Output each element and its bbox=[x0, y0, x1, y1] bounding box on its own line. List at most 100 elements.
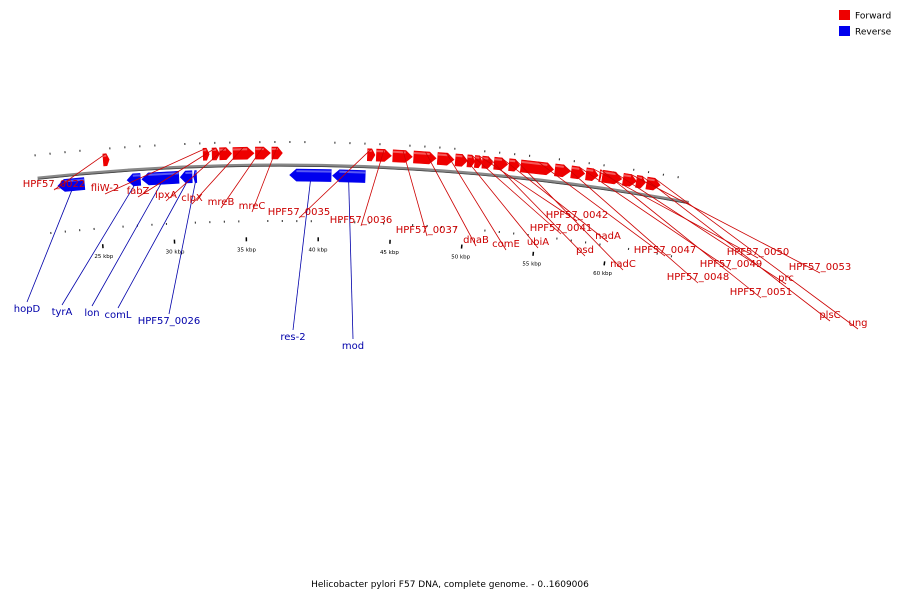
gene-highlight bbox=[339, 170, 366, 174]
gene-highlight bbox=[647, 178, 655, 182]
gene-leader-line bbox=[461, 154, 539, 249]
gene-leader-line bbox=[487, 156, 586, 257]
gene-label-HPF57_0047: HPF57_0047 bbox=[634, 245, 696, 256]
gene-leader-line bbox=[53, 153, 107, 191]
gene-label-nadA: nadA bbox=[595, 231, 621, 242]
gene-highlight bbox=[586, 168, 594, 172]
gene-label-ubiA: ubiA bbox=[527, 237, 549, 248]
scale-tick-label: 45 kbp bbox=[380, 250, 399, 256]
gene-highlight bbox=[555, 164, 564, 168]
gene-leader-line bbox=[445, 152, 507, 251]
gene-highlight bbox=[623, 174, 632, 178]
gene-highlight bbox=[455, 154, 463, 158]
genome-backbone bbox=[37, 163, 690, 205]
gene-label-lpxA: lpxA bbox=[155, 190, 177, 201]
legend-forward-label: Forward bbox=[855, 12, 891, 22]
gene-leader-line bbox=[478, 155, 578, 222]
gene-label-tyrA: tyrA bbox=[52, 307, 73, 318]
gene-label-HPF57_0036: HPF57_0036 bbox=[330, 215, 392, 226]
gene-label-HPF57_0041: HPF57_0041 bbox=[530, 223, 592, 234]
gene-arrow-HPF57_0035 bbox=[366, 148, 376, 162]
gene-arrow-nadC bbox=[508, 158, 520, 172]
gene-leader-line bbox=[348, 182, 354, 340]
scale-tick-label: 60 kbp bbox=[593, 271, 612, 277]
legend-reverse-swatch bbox=[839, 26, 850, 36]
gene-leader-line bbox=[165, 147, 226, 202]
gene-arrow-HPF57_0036 bbox=[375, 148, 392, 162]
gene-leader-line bbox=[592, 168, 759, 259]
gene-label-mreC: mreC bbox=[239, 201, 266, 212]
gene-leader-line bbox=[104, 147, 207, 195]
gene-label-fabZ: fabZ bbox=[127, 186, 150, 197]
legend-reverse-label: Reverse bbox=[855, 28, 892, 38]
gene-highlight bbox=[494, 158, 503, 161]
gene-leader-line bbox=[61, 185, 135, 306]
gene-label-HPF57_0050: HPF57_0050 bbox=[727, 247, 789, 258]
gene-label-lon: lon bbox=[84, 308, 99, 319]
gene-leader-line bbox=[251, 146, 278, 213]
scale-ticks: 25 kbp 30 kbp 35 kbp 40 kbp 45 kbp 50 kbp 55 k… bbox=[34, 141, 679, 277]
scale-tick-label: 50 kbp bbox=[451, 255, 470, 261]
gene-label-prc: prc bbox=[778, 273, 794, 284]
scale-tick-label: 55 kbp bbox=[522, 262, 541, 268]
gene-arrow-mreC bbox=[271, 146, 283, 160]
gene-arrow-comE bbox=[436, 152, 455, 166]
gene-label-fliW-2: fliW-2 bbox=[91, 183, 120, 194]
gene-label-comL: comL bbox=[105, 310, 132, 321]
gene-label-HPF57_0035: HPF57_0035 bbox=[268, 207, 330, 218]
gene-labels: hopD HPF57_0022 tyrA lon comL HPF57_0026 fliW-… bbox=[14, 146, 868, 352]
gene-label-dnaB: dnaB bbox=[463, 235, 489, 246]
gene-arrow-mod bbox=[332, 169, 366, 183]
gene-leader-line bbox=[292, 181, 311, 331]
legend-forward-swatch bbox=[839, 10, 850, 20]
scale-tick-label: 35 kbp bbox=[237, 247, 256, 253]
gene-arrow-res-2 bbox=[289, 168, 332, 182]
gene-arrow-HPF57_0041 bbox=[466, 154, 476, 168]
gene-arrow-clpX bbox=[232, 146, 255, 160]
scale-tick-label: 25 kbp bbox=[94, 254, 113, 260]
gene-arrow-HPF57_0047 bbox=[519, 159, 555, 176]
gene-highlight bbox=[509, 159, 516, 163]
scale-tick-label: 40 kbp bbox=[309, 247, 328, 253]
gene-label-comE: comE bbox=[492, 239, 520, 250]
gene-label-nadC: nadC bbox=[610, 259, 636, 270]
gene-arrow-HPF57_0042 bbox=[473, 155, 483, 169]
gene-arrow-mreB bbox=[255, 146, 271, 160]
gene-arrow-HPF57_0053 bbox=[621, 172, 637, 187]
gene-label-HPF57_0051: HPF57_0051 bbox=[730, 287, 792, 298]
gene-label-HPF57_0022: HPF57_0022 bbox=[23, 179, 85, 190]
gene-arrow-hopD bbox=[57, 177, 86, 192]
gene-highlight bbox=[521, 160, 548, 166]
gene-leader-line bbox=[563, 164, 699, 284]
gene-leader-line bbox=[298, 148, 372, 219]
gene-label-HPF57_0048: HPF57_0048 bbox=[667, 272, 729, 283]
genome-caption: Helicobacter pylori F57 DNA, complete ge… bbox=[311, 580, 589, 590]
gene-arrow-HPF57_0049 bbox=[570, 165, 586, 180]
gene-label-mod: mod bbox=[342, 341, 364, 352]
gene-leader-line bbox=[471, 154, 562, 235]
gene-leader-line bbox=[424, 151, 477, 247]
gene-label-psd: psd bbox=[576, 245, 594, 256]
gene-label-mreB: mreB bbox=[208, 197, 235, 208]
gene-label-HPF57_0026: HPF57_0026 bbox=[138, 316, 200, 327]
gene-leader-line bbox=[641, 175, 831, 322]
gene-leader-line bbox=[514, 158, 624, 271]
gene-label-plsC: plsC bbox=[819, 310, 840, 321]
gene-label-ung: ung bbox=[848, 318, 867, 329]
major-tick bbox=[603, 261, 606, 266]
gene-label-HPF57_0037: HPF57_0037 bbox=[396, 225, 458, 236]
gene-label-HPF57_0042: HPF57_0042 bbox=[546, 210, 608, 221]
gene-leader-line bbox=[578, 166, 732, 271]
gene-arrow-HPF57_0037 bbox=[392, 149, 413, 163]
gene-highlight bbox=[571, 166, 580, 170]
gene-label-HPF57_0053: HPF57_0053 bbox=[789, 262, 851, 273]
legend: Forward Reverse bbox=[839, 10, 892, 38]
gene-leader-line bbox=[91, 184, 162, 307]
gene-leader-line bbox=[191, 147, 244, 205]
gene-highlight bbox=[296, 170, 332, 173]
gene-label-hopD: hopD bbox=[14, 304, 41, 315]
gene-leader-line bbox=[220, 146, 264, 209]
gene-leader-line bbox=[630, 173, 821, 274]
gene-leader-line bbox=[26, 190, 72, 303]
